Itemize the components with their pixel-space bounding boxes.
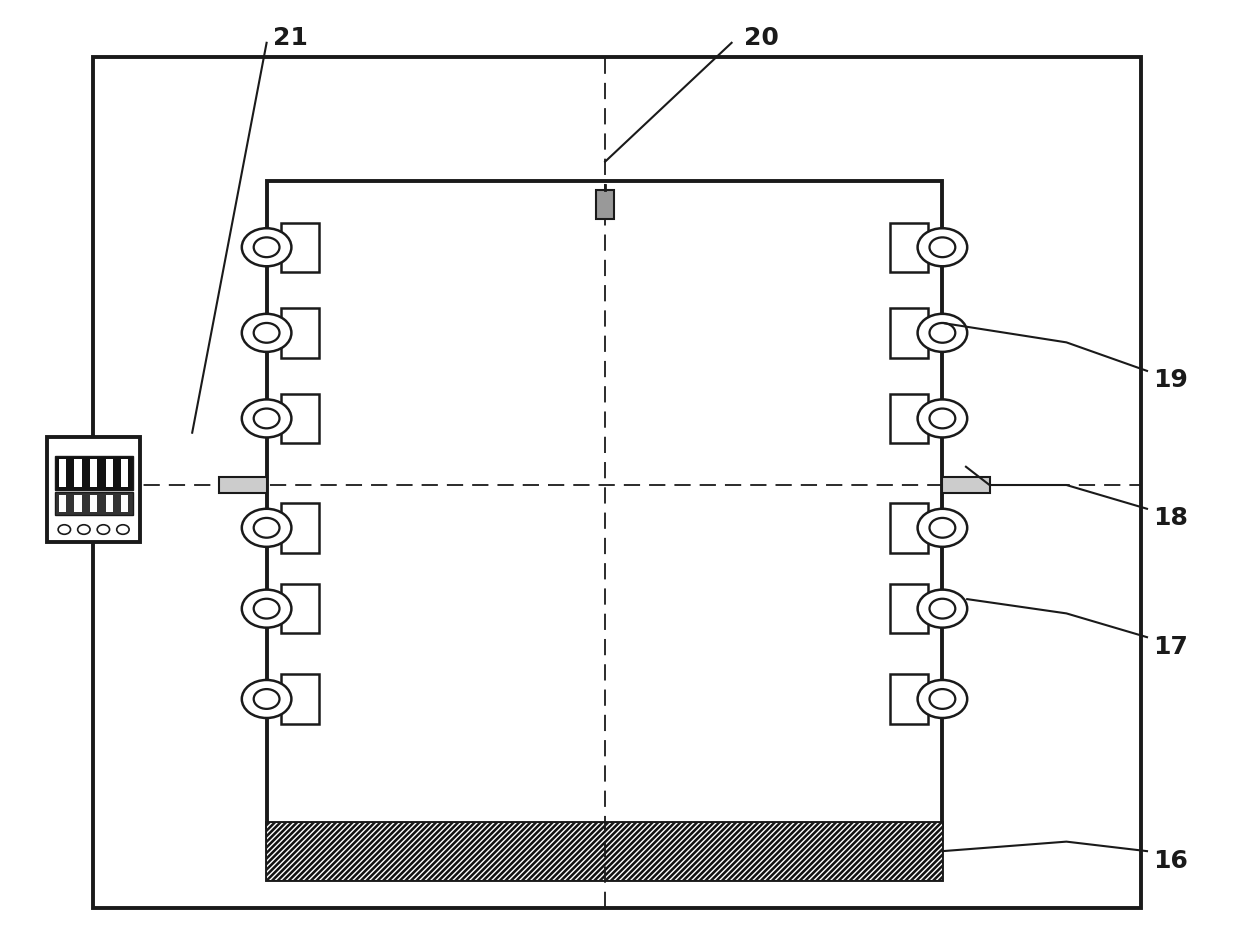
Circle shape (78, 525, 91, 534)
Circle shape (930, 689, 955, 708)
Bar (47, 437, 140, 542)
Circle shape (930, 409, 955, 428)
Circle shape (242, 399, 291, 437)
Bar (281, 584, 319, 633)
Circle shape (930, 323, 955, 342)
Bar (890, 674, 928, 724)
Circle shape (930, 238, 955, 257)
Circle shape (242, 509, 291, 547)
Bar (219, 477, 267, 493)
Circle shape (242, 314, 291, 352)
Text: 20: 20 (744, 26, 779, 50)
Circle shape (254, 238, 279, 257)
Bar (267, 181, 942, 827)
Bar (890, 394, 928, 443)
Bar (281, 674, 319, 724)
Circle shape (930, 599, 955, 618)
Bar (890, 223, 928, 272)
Circle shape (242, 680, 291, 718)
Circle shape (254, 409, 279, 428)
Bar (105, 495, 113, 512)
Circle shape (117, 525, 129, 534)
Bar (890, 584, 928, 633)
Bar (74, 495, 82, 512)
Bar (122, 495, 129, 512)
Circle shape (254, 599, 279, 618)
Bar (596, 190, 614, 219)
Bar (281, 308, 319, 358)
Bar (122, 459, 129, 487)
Bar (91, 459, 97, 487)
Text: 21: 21 (273, 26, 308, 50)
Bar (890, 308, 928, 358)
Text: 19: 19 (1153, 368, 1188, 393)
Bar (890, 503, 928, 553)
Circle shape (97, 525, 109, 534)
Circle shape (930, 518, 955, 537)
Bar (91, 495, 97, 512)
Bar (58, 495, 66, 512)
Bar (281, 503, 319, 553)
Text: 18: 18 (1153, 506, 1188, 531)
Circle shape (918, 680, 967, 718)
Circle shape (254, 689, 279, 708)
Bar (55, 492, 133, 514)
Bar (74, 459, 82, 487)
Bar (93, 57, 1141, 908)
Circle shape (254, 323, 279, 342)
Circle shape (242, 590, 291, 628)
Bar (281, 223, 319, 272)
Bar (267, 823, 942, 880)
Text: 16: 16 (1153, 848, 1188, 873)
Circle shape (242, 228, 291, 266)
Circle shape (918, 228, 967, 266)
Bar (267, 823, 942, 880)
Circle shape (918, 399, 967, 437)
Text: 17: 17 (1153, 634, 1188, 659)
Bar (55, 456, 133, 490)
Circle shape (918, 590, 967, 628)
Circle shape (918, 314, 967, 352)
Bar (942, 477, 990, 493)
Circle shape (58, 525, 71, 534)
Circle shape (918, 509, 967, 547)
Circle shape (254, 518, 279, 537)
Bar (281, 394, 319, 443)
Bar (58, 459, 66, 487)
Bar (105, 459, 113, 487)
